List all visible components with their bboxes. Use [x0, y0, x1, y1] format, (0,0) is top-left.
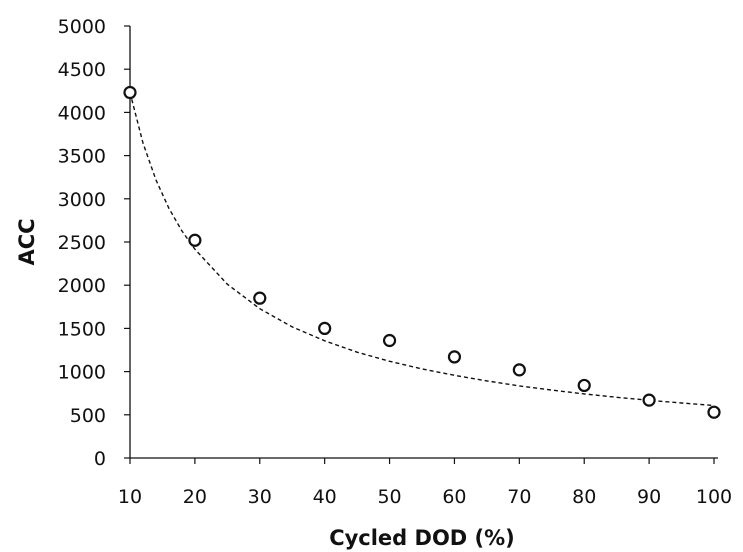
y-axis-ticks: 0 500 1000 1500 2000 2500 3000 3500 4000 4500 5000 — [58, 16, 130, 470]
data-point — [382, 333, 397, 348]
x-axis-ticks: 10 20 30 40 50 60 70 80 90 100 — [118, 458, 732, 508]
x-tick-label: 70 — [507, 486, 531, 508]
y-tick-label: 4500 — [58, 59, 106, 81]
y-tick-label: 1000 — [58, 362, 106, 384]
x-tick-label: 30 — [248, 486, 272, 508]
y-tick-label: 4000 — [58, 102, 106, 124]
data-point — [253, 291, 267, 305]
x-tick-label: 40 — [313, 486, 337, 508]
y-tick-label: 3500 — [58, 146, 106, 168]
y-tick-label: 1500 — [58, 318, 106, 340]
y-tick-label: 0 — [94, 448, 106, 470]
x-tick-label: 90 — [637, 486, 661, 508]
y-axis-title: ACC — [15, 218, 39, 265]
x-tick-label: 50 — [377, 486, 401, 508]
data-point — [447, 350, 462, 364]
data-point — [577, 378, 591, 393]
x-tick-label: 60 — [442, 486, 466, 508]
x-tick-label: 10 — [118, 486, 142, 508]
x-tick-label: 80 — [572, 486, 596, 508]
x-tick-label: 20 — [183, 486, 207, 508]
x-tick-label: 100 — [696, 486, 732, 508]
x-axis-title: Cycled DOD (%) — [329, 526, 515, 550]
data-points — [123, 85, 721, 419]
y-tick-label: 2000 — [58, 275, 106, 297]
y-tick-label: 500 — [70, 405, 106, 427]
data-point — [318, 321, 332, 335]
y-tick-label: 3000 — [58, 189, 106, 211]
data-point — [188, 233, 202, 247]
data-point — [642, 393, 656, 407]
data-point — [123, 85, 137, 100]
trendline — [129, 92, 715, 407]
y-tick-label: 5000 — [58, 16, 106, 38]
y-tick-label: 2500 — [58, 232, 106, 254]
data-point — [512, 363, 526, 377]
data-point — [707, 405, 721, 419]
